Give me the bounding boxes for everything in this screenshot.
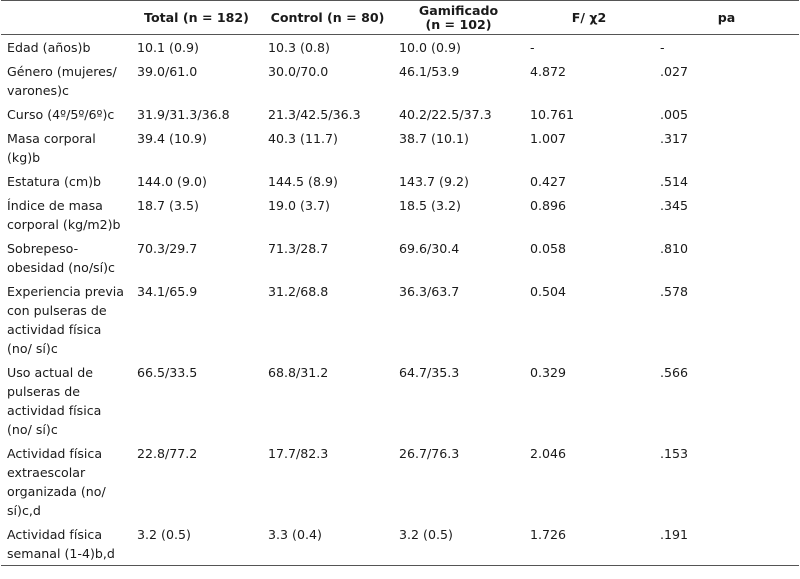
cell-f: 4.872: [530, 64, 567, 79]
cell-control: 68.8/31.2: [268, 365, 329, 380]
table-row: Actividad física extraescolar organizada…: [1, 441, 799, 522]
row-label: Experiencia previa con pulseras de activ…: [7, 284, 125, 356]
header-f-chi2: F/ χ2: [571, 10, 607, 25]
cell-gamificado: 40.2/22.5/37.3: [399, 107, 492, 122]
cell-p: .317: [660, 131, 689, 146]
table-row: Curso (4º/5º/6º)c 31.9/31.3/36.8 21.3/42…: [1, 102, 799, 126]
cell-total: 66.5/33.5: [137, 365, 198, 380]
row-label: Sobrepeso-obesidad (no/sí)c: [7, 241, 115, 275]
row-label: Masa corporal (kg)b: [7, 131, 96, 165]
cell-p: .810: [660, 241, 689, 256]
cell-p: .027: [660, 64, 689, 79]
cell-f: 0.329: [530, 365, 567, 380]
cell-control: 31.2/68.8: [268, 284, 329, 299]
cell-gamificado: 46.1/53.9: [399, 64, 460, 79]
row-label: Estatura (cm)b: [7, 174, 102, 189]
header-empty: [1, 1, 131, 35]
cell-control: 40.3 (11.7): [268, 131, 338, 146]
cell-p: .566: [660, 365, 689, 380]
row-label: Género (mujeres/ varones)c: [7, 64, 117, 98]
cell-control: 21.3/42.5/36.3: [268, 107, 361, 122]
row-label: Actividad física semanal (1-4)b,d: [7, 527, 115, 561]
cell-control: 144.5 (8.9): [268, 174, 338, 189]
row-label: Edad (años)b: [7, 40, 91, 55]
cell-f: 1.726: [530, 527, 567, 542]
cell-control: 17.7/82.3: [268, 446, 329, 461]
cell-control: 10.3 (0.8): [268, 40, 330, 55]
row-label: Uso actual de pulseras de actividad físi…: [7, 365, 102, 437]
cell-total: 70.3/29.7: [137, 241, 198, 256]
table-row: Género (mujeres/ varones)c 39.0/61.0 30.…: [1, 59, 799, 102]
cell-p: .005: [660, 107, 689, 122]
cell-total: 39.4 (10.9): [137, 131, 207, 146]
cell-control: 3.3 (0.4): [268, 527, 322, 542]
cell-f: 1.007: [530, 131, 567, 146]
cell-p: .345: [660, 198, 689, 213]
cell-total: 34.1/65.9: [137, 284, 198, 299]
cell-gamificado: 10.0 (0.9): [399, 40, 461, 55]
table-row: Actividad física semanal (1-4)b,d 3.2 (0…: [1, 522, 799, 566]
cell-total: 10.1 (0.9): [137, 40, 199, 55]
cell-total: 18.7 (3.5): [137, 198, 199, 213]
cell-p: .514: [660, 174, 689, 189]
header-p: pa: [717, 10, 736, 25]
cell-f: 0.896: [530, 198, 567, 213]
cell-control: 30.0/70.0: [268, 64, 329, 79]
cell-f: 2.046: [530, 446, 567, 461]
cell-f: 0.058: [530, 241, 567, 256]
header-gamificado: Gamificado (n = 102): [393, 1, 524, 35]
cell-p: -: [660, 40, 665, 55]
table-row: Experiencia previa con pulseras de activ…: [1, 279, 799, 360]
table-row: Uso actual de pulseras de actividad físi…: [1, 360, 799, 441]
cell-p: .153: [660, 446, 689, 461]
cell-f: 0.427: [530, 174, 567, 189]
cell-gamificado: 36.3/63.7: [399, 284, 460, 299]
cell-gamificado: 143.7 (9.2): [399, 174, 469, 189]
cell-f: 0.504: [530, 284, 567, 299]
data-table: Total (n = 182) Control (n = 80) Gamific…: [1, 0, 799, 566]
cell-p: .191: [660, 527, 689, 542]
header-total: Total (n = 182): [144, 10, 249, 25]
table-row: Estatura (cm)b 144.0 (9.0) 144.5 (8.9) 1…: [1, 169, 799, 193]
table-row: Sobrepeso-obesidad (no/sí)c 70.3/29.7 71…: [1, 236, 799, 279]
cell-total: 144.0 (9.0): [137, 174, 207, 189]
header-row: Total (n = 182) Control (n = 80) Gamific…: [1, 0, 799, 35]
cell-gamificado: 69.6/30.4: [399, 241, 460, 256]
cell-total: 22.8/77.2: [137, 446, 198, 461]
cell-f: 10.761: [530, 107, 575, 122]
cell-p: .578: [660, 284, 689, 299]
header-control: Control (n = 80): [270, 10, 385, 25]
row-label: Curso (4º/5º/6º)c: [7, 107, 115, 122]
cell-total: 3.2 (0.5): [137, 527, 191, 542]
cell-gamificado: 26.7/76.3: [399, 446, 460, 461]
table-row: Edad (años)b 10.1 (0.9) 10.3 (0.8) 10.0 …: [1, 35, 799, 60]
table-row: Índice de masa corporal (kg/m2)b 18.7 (3…: [1, 193, 799, 236]
row-label: Índice de masa corporal (kg/m2)b: [7, 198, 121, 232]
cell-control: 19.0 (3.7): [268, 198, 330, 213]
row-label: Actividad física extraescolar organizada…: [7, 446, 106, 518]
table-row: Masa corporal (kg)b 39.4 (10.9) 40.3 (11…: [1, 126, 799, 169]
header-gamificado-text: Gamificado (n = 102): [418, 2, 499, 32]
cell-gamificado: 18.5 (3.2): [399, 198, 461, 213]
cell-f: -: [530, 40, 535, 55]
cell-total: 39.0/61.0: [137, 64, 198, 79]
cell-gamificado: 64.7/35.3: [399, 365, 460, 380]
cell-total: 31.9/31.3/36.8: [137, 107, 230, 122]
cell-control: 71.3/28.7: [268, 241, 329, 256]
cell-gamificado: 3.2 (0.5): [399, 527, 453, 542]
cell-gamificado: 38.7 (10.1): [399, 131, 469, 146]
